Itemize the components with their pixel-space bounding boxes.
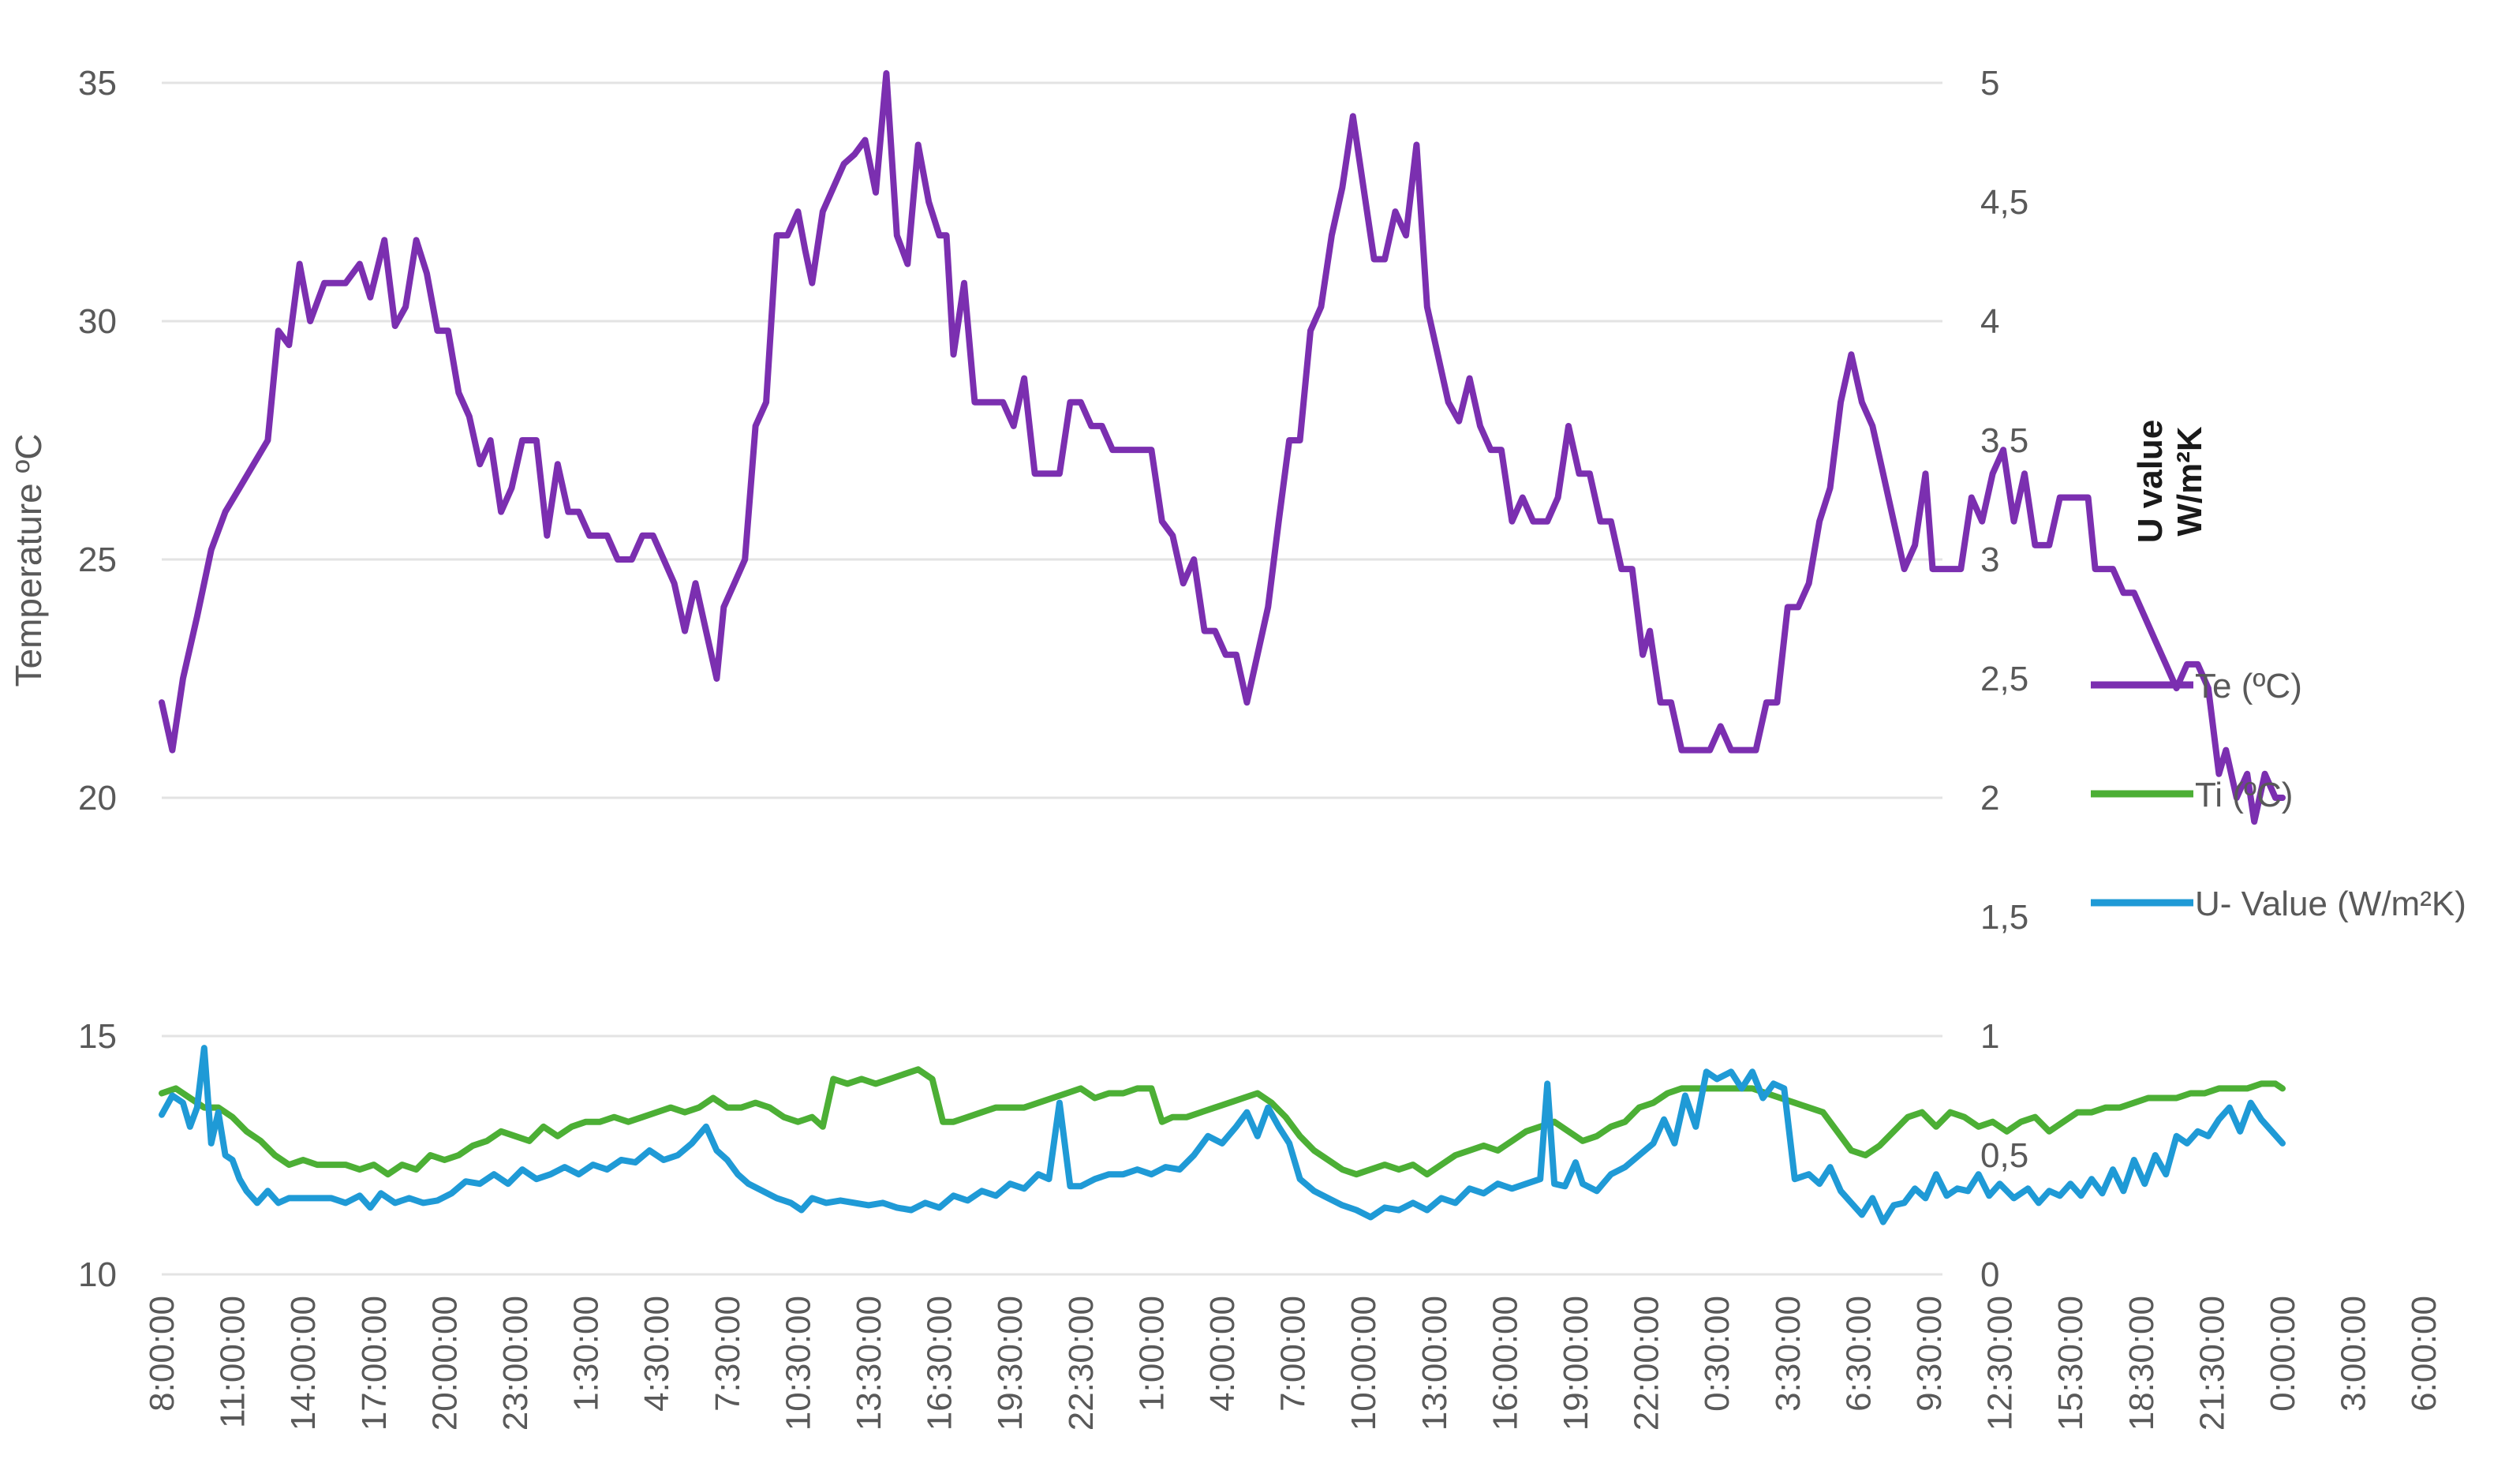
series-u-value-line bbox=[159, 1045, 2286, 1225]
series bbox=[159, 69, 2286, 1225]
y-tick-label: 15 bbox=[78, 1017, 117, 1056]
x-tick-label: 16:30:00 bbox=[921, 1296, 959, 1431]
series-ti-line bbox=[159, 1066, 2286, 1178]
x-tick-label: 6:00:00 bbox=[2405, 1296, 2443, 1412]
y2-tick-label: 5 bbox=[1980, 64, 1999, 103]
y2-tick-label: 0 bbox=[1980, 1255, 1999, 1294]
x-tick-label: 1:00:00 bbox=[1132, 1296, 1171, 1412]
x-tick-label: 10:30:00 bbox=[779, 1296, 817, 1431]
y2-axis-title: U value W/m²K bbox=[2131, 420, 2209, 544]
x-tick-label: 21:30:00 bbox=[2193, 1296, 2231, 1431]
x-tick-label: 0:00:00 bbox=[2264, 1296, 2302, 1412]
x-tick-label: 3:30:00 bbox=[1769, 1296, 1808, 1412]
x-tick-label: 18:30:00 bbox=[2122, 1296, 2161, 1431]
x-tick-label: 20:00:00 bbox=[425, 1296, 464, 1431]
x-tick-label: 16:00:00 bbox=[1486, 1296, 1524, 1431]
x-tick-label: 13:30:00 bbox=[850, 1296, 888, 1431]
y-tick-label: 30 bbox=[78, 302, 117, 341]
x-tick-label: 12:30:00 bbox=[1981, 1296, 2020, 1431]
gridlines bbox=[162, 81, 1942, 1276]
x-tick-label: 4:00:00 bbox=[1203, 1296, 1242, 1412]
y2-tick-label: 2 bbox=[1980, 779, 1999, 817]
y-axis-left: 10 15 20 25 30 35 bbox=[78, 64, 117, 1294]
y-axis-right: 00,511,522,533,544,55 bbox=[1980, 64, 2028, 1294]
y-tick-label: 25 bbox=[78, 541, 117, 579]
x-tick-label: 4:30:00 bbox=[637, 1296, 676, 1412]
legend-label-ti: Ti (ºC) bbox=[2195, 776, 2293, 814]
y2-tick-label: 2,5 bbox=[1980, 660, 2028, 698]
x-tick-label: 19:30:00 bbox=[991, 1296, 1030, 1431]
x-tick-label: 10:00:00 bbox=[1344, 1296, 1383, 1431]
y2-axis-title-line1: U value bbox=[2131, 420, 2170, 544]
y-axis-title: Temperature ºC bbox=[8, 433, 49, 686]
y2-tick-label: 4,5 bbox=[1980, 183, 2028, 222]
legend: Te (ºC) Ti (ºC) U- Value (W/m²K) bbox=[2091, 667, 2466, 923]
x-tick-label: 13:00:00 bbox=[1415, 1296, 1454, 1431]
x-tick-label: 22:30:00 bbox=[1062, 1296, 1101, 1431]
x-axis: 8:00:00 11:00:00 14:00:00 17:00:00 20:00:00 2… bbox=[143, 1296, 2443, 1431]
x-tick-label: 0:30:00 bbox=[1698, 1296, 1737, 1412]
y2-tick-label: 1,5 bbox=[1980, 898, 2028, 937]
x-tick-label: 1:30:00 bbox=[567, 1296, 606, 1412]
legend-label-u: U- Value (W/m²K) bbox=[2195, 885, 2466, 923]
x-tick-label: 3:00:00 bbox=[2335, 1296, 2373, 1412]
x-tick-label: 9:30:00 bbox=[1910, 1296, 1949, 1412]
y2-axis-title-line2: W/m²K bbox=[2170, 426, 2209, 537]
y2-tick-label: 3 bbox=[1980, 541, 1999, 579]
x-tick-label: 6:30:00 bbox=[1839, 1296, 1878, 1412]
x-tick-label: 15:30:00 bbox=[2051, 1296, 2090, 1431]
y2-tick-label: 1 bbox=[1980, 1017, 1999, 1056]
x-tick-label: 23:00:00 bbox=[496, 1296, 535, 1431]
x-tick-label: 17:00:00 bbox=[355, 1296, 394, 1431]
legend-label-te: Te (ºC) bbox=[2195, 667, 2302, 705]
y2-tick-label: 0,5 bbox=[1980, 1136, 2028, 1175]
y-tick-label: 35 bbox=[78, 64, 117, 103]
series-te-line bbox=[159, 69, 2286, 825]
x-tick-label: 7:30:00 bbox=[709, 1296, 747, 1412]
x-tick-label: 11:00:00 bbox=[214, 1296, 252, 1428]
x-tick-label: 19:00:00 bbox=[1557, 1296, 1595, 1431]
x-tick-label: 8:00:00 bbox=[143, 1296, 181, 1412]
x-tick-label: 22:00:00 bbox=[1628, 1296, 1666, 1431]
y-tick-label: 10 bbox=[78, 1255, 117, 1294]
x-tick-label: 14:00:00 bbox=[284, 1296, 323, 1431]
x-tick-label: 7:00:00 bbox=[1274, 1296, 1313, 1412]
y2-tick-label: 4 bbox=[1980, 302, 1999, 341]
y-tick-label: 20 bbox=[78, 779, 117, 817]
